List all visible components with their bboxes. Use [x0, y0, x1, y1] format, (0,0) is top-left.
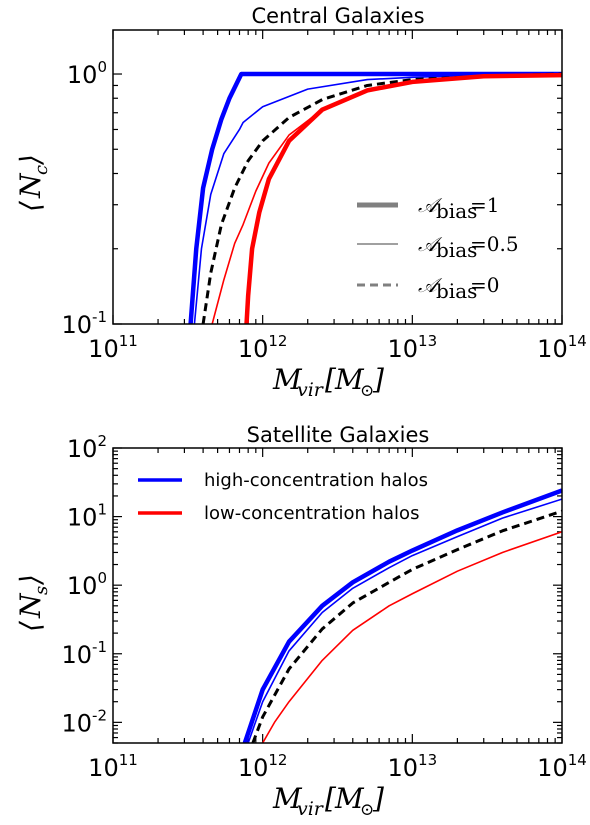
legend: 𝒜 bias =1 𝒜 bias =0.5 𝒜 bias =0 — [357, 193, 519, 303]
series-line-0 — [242, 488, 562, 743]
y-axis-label-s: s — [31, 586, 52, 595]
series-line-4 — [244, 72, 562, 324]
y-axis-label-N: N — [14, 592, 47, 619]
series-line-1 — [247, 498, 562, 743]
x-axis-label: M vir [ M ⊙ ] — [272, 782, 384, 820]
legend-entry-1: 𝒜 bias =1 — [418, 193, 499, 223]
central-galaxies-panel: Central Galaxies M vir [ M ⊙ ] ⟨ N c ⟩ 1… — [14, 4, 587, 401]
y-axis-label-c: c — [31, 165, 52, 175]
series-line-3 — [261, 531, 562, 743]
series-line-0 — [188, 71, 562, 324]
x-tick-label: 1013 — [388, 751, 438, 782]
y-axis-label: ⟨ N c ⟩ — [14, 154, 52, 212]
x-tick-label: 1014 — [537, 751, 587, 782]
legend-label-low: low-concentration halos — [204, 503, 419, 524]
x-axis-label-vir: vir — [297, 379, 325, 401]
axes-frame — [112, 447, 563, 744]
x-tick-label: 1014 — [537, 332, 587, 363]
y-tick-label: 10-2 — [61, 706, 107, 737]
satellite-galaxies-panel: Satellite Galaxies M vir [ M ⊙ ] ⟨ N s ⟩… — [14, 423, 587, 820]
axes-frame — [112, 29, 563, 325]
y-axis-label-open: ⟨ — [14, 200, 47, 212]
ticks: 1011 1012 1013 1014 10-2 10-1 100 101 102 — [61, 432, 586, 782]
x-tick-label: 1011 — [88, 332, 138, 363]
x-axis-label: M vir [ M ⊙ ] — [272, 363, 384, 401]
legend-entry-3: 𝒜 bias =0 — [418, 273, 499, 303]
legend-value-3: =0 — [470, 273, 499, 297]
x-axis-label-bracket-close: ] — [372, 782, 384, 815]
y-axis-label-close: ⟩ — [14, 574, 47, 586]
series-line-2 — [251, 509, 562, 743]
x-axis-label-sun-symbol: ⊙ — [360, 800, 374, 820]
x-tick-label: 1013 — [388, 332, 438, 363]
legend-bias: bias — [436, 279, 477, 303]
x-tick-label: 1012 — [238, 751, 288, 782]
legend-entry-2: 𝒜 bias =0.5 — [418, 232, 519, 262]
x-axis-label-M: M — [272, 782, 303, 815]
plot-area — [188, 71, 562, 324]
x-axis-label-bracket-close: ] — [372, 363, 384, 396]
x-axis-label-sun-symbol: ⊙ — [360, 381, 374, 401]
chart-title: Central Galaxies — [251, 4, 424, 28]
x-axis-label-vir: vir — [297, 798, 325, 820]
legend-bias: bias — [436, 238, 477, 262]
legend-value-2: =0.5 — [470, 232, 519, 256]
series-line-2 — [201, 72, 562, 324]
y-tick-label: 100 — [67, 569, 107, 600]
x-axis-label-bracket-open: [ — [325, 363, 337, 396]
y-tick-label: 10-1 — [61, 308, 107, 339]
x-tick-label: 1012 — [238, 332, 288, 363]
legend-value-1: =1 — [470, 193, 499, 217]
y-tick-label: 102 — [67, 432, 107, 463]
legend-label-high: high-concentration halos — [204, 470, 428, 491]
legend-bias: bias — [436, 199, 477, 223]
series-line-1 — [193, 73, 562, 324]
x-tick-label: 1011 — [88, 751, 138, 782]
x-axis-label-M: M — [272, 363, 303, 396]
y-axis-label-close: ⟩ — [14, 154, 47, 166]
ticks: 1011 1012 1013 1014 10-1 100 — [61, 30, 587, 363]
series-group — [242, 488, 562, 743]
legend: high-concentration halos low-concentrati… — [138, 470, 428, 524]
y-tick-label: 10-1 — [61, 638, 107, 669]
x-axis-label-bracket-open: [ — [325, 782, 337, 815]
y-axis-label: ⟨ N s ⟩ — [14, 574, 52, 632]
x-axis-label-M-sun: M — [334, 782, 365, 815]
chart-title: Satellite Galaxies — [247, 423, 430, 447]
y-tick-label: 101 — [67, 501, 107, 532]
y-tick-label: 100 — [67, 58, 107, 89]
y-axis-label-open: ⟨ — [14, 620, 47, 632]
x-axis-label-M-sun: M — [334, 363, 365, 396]
series-group — [188, 71, 562, 324]
plot-area — [242, 488, 562, 743]
y-axis-label-N: N — [14, 172, 47, 199]
